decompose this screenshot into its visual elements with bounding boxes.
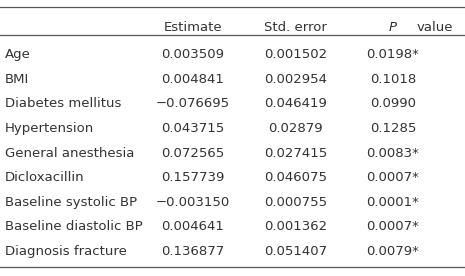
- Text: Estimate: Estimate: [164, 21, 222, 34]
- Text: 0.046075: 0.046075: [264, 171, 327, 184]
- Text: −0.003150: −0.003150: [156, 196, 230, 209]
- Text: 0.1285: 0.1285: [370, 122, 416, 135]
- Text: 0.0083*: 0.0083*: [366, 147, 419, 160]
- Text: Std. error: Std. error: [264, 21, 327, 34]
- Text: 0.003509: 0.003509: [161, 48, 225, 61]
- Text: BMI: BMI: [5, 73, 29, 86]
- Text: 0.0990: 0.0990: [370, 97, 416, 110]
- Text: 0.0001*: 0.0001*: [366, 196, 419, 209]
- Text: $P$: $P$: [388, 21, 398, 34]
- Text: 0.004841: 0.004841: [161, 73, 225, 86]
- Text: 0.0198*: 0.0198*: [366, 48, 419, 61]
- Text: value: value: [417, 21, 453, 34]
- Text: 0.1018: 0.1018: [370, 73, 416, 86]
- Text: 0.001362: 0.001362: [264, 220, 327, 233]
- Text: 0.001502: 0.001502: [264, 48, 327, 61]
- Text: 0.0079*: 0.0079*: [366, 245, 419, 258]
- Text: 0.000755: 0.000755: [264, 196, 327, 209]
- Text: 0.0007*: 0.0007*: [366, 220, 419, 233]
- Text: Baseline diastolic BP: Baseline diastolic BP: [5, 220, 142, 233]
- Text: Dicloxacillin: Dicloxacillin: [5, 171, 84, 184]
- Text: Diabetes mellitus: Diabetes mellitus: [5, 97, 121, 110]
- Text: Age: Age: [5, 48, 31, 61]
- Text: Hypertension: Hypertension: [5, 122, 94, 135]
- Text: 0.027415: 0.027415: [264, 147, 327, 160]
- Text: 0.0007*: 0.0007*: [366, 171, 419, 184]
- Text: −0.076695: −0.076695: [156, 97, 230, 110]
- Text: 0.043715: 0.043715: [161, 122, 225, 135]
- Text: 0.072565: 0.072565: [161, 147, 225, 160]
- Text: 0.136877: 0.136877: [161, 245, 225, 258]
- Text: 0.002954: 0.002954: [264, 73, 327, 86]
- Text: General anesthesia: General anesthesia: [5, 147, 134, 160]
- Text: 0.157739: 0.157739: [161, 171, 225, 184]
- Text: 0.046419: 0.046419: [264, 97, 327, 110]
- Text: Baseline systolic BP: Baseline systolic BP: [5, 196, 137, 209]
- Text: 0.02879: 0.02879: [268, 122, 323, 135]
- Text: 0.051407: 0.051407: [264, 245, 327, 258]
- Text: 0.004641: 0.004641: [161, 220, 225, 233]
- Text: Diagnosis fracture: Diagnosis fracture: [5, 245, 126, 258]
